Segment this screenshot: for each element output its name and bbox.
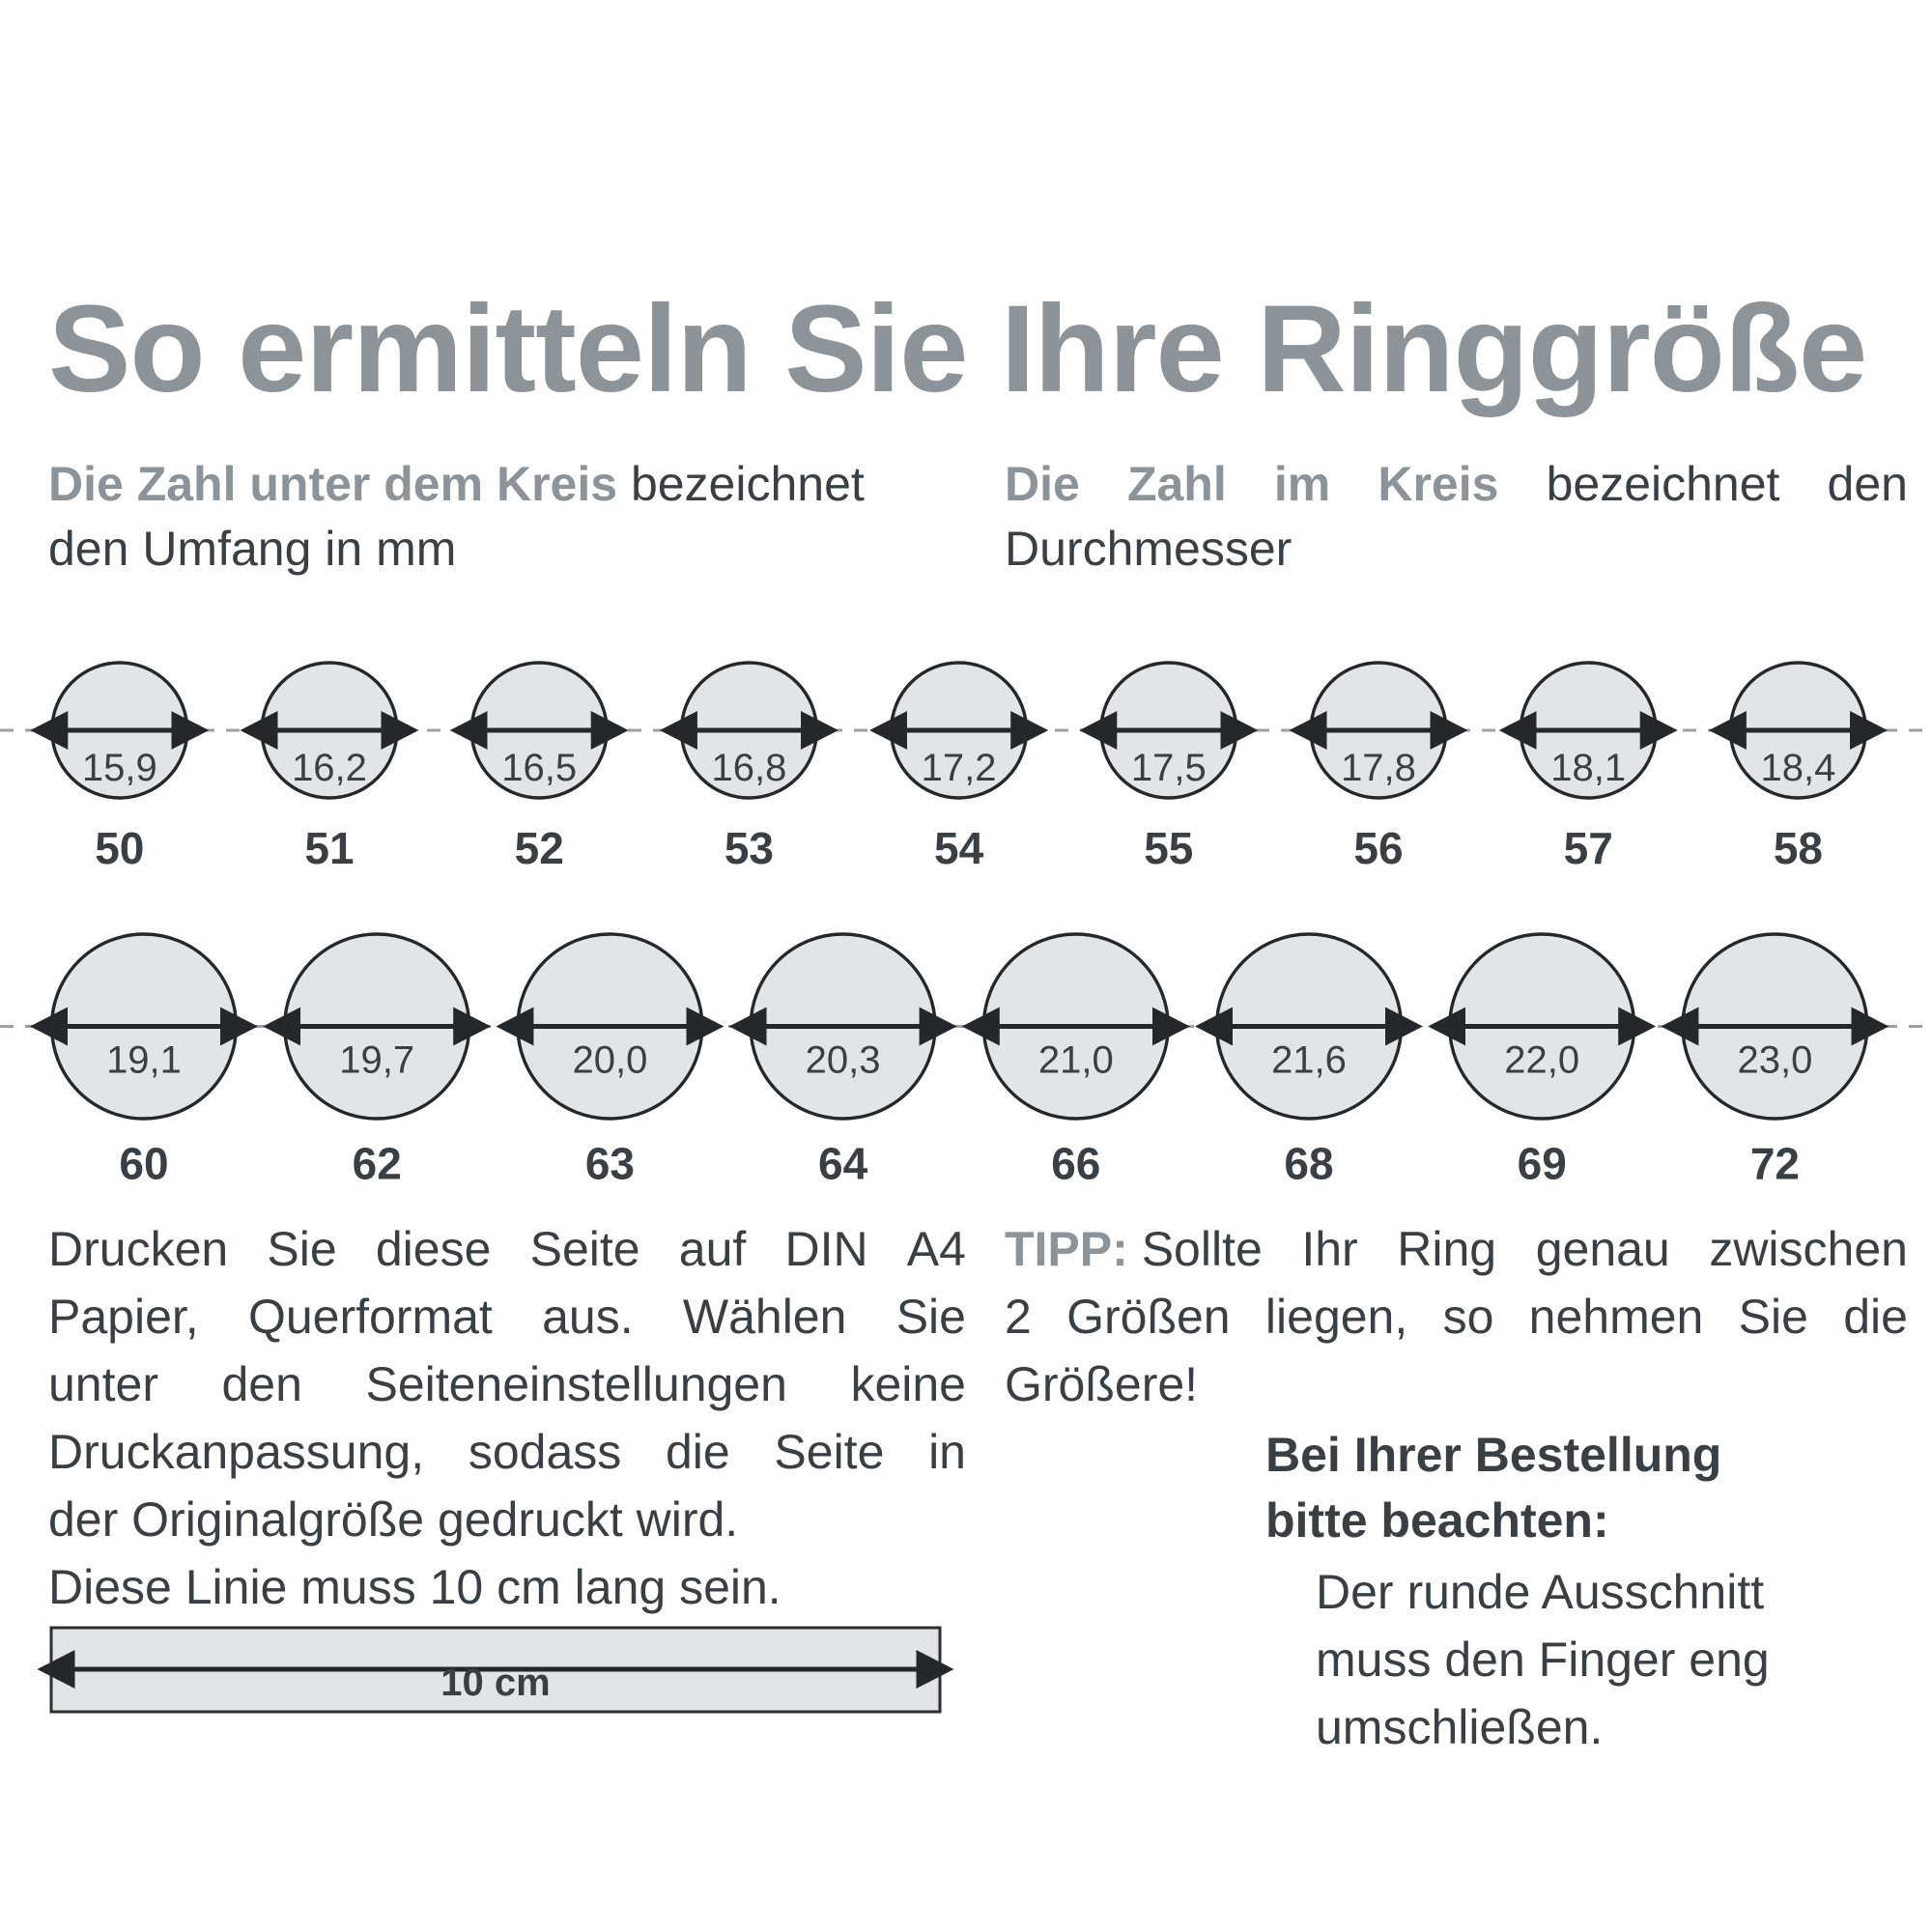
- svg-text:17,5: 17,5: [1131, 747, 1207, 789]
- svg-text:23,0: 23,0: [1737, 1039, 1812, 1082]
- svg-text:22,0: 22,0: [1504, 1039, 1579, 1082]
- svg-text:54: 54: [934, 823, 984, 873]
- svg-text:58: 58: [1774, 823, 1823, 873]
- svg-text:52: 52: [515, 823, 564, 873]
- svg-text:63: 63: [585, 1139, 635, 1189]
- svg-text:57: 57: [1564, 823, 1613, 873]
- svg-text:66: 66: [1051, 1139, 1100, 1189]
- svg-text:68: 68: [1284, 1139, 1333, 1189]
- svg-text:18,4: 18,4: [1760, 747, 1835, 789]
- svg-text:10 cm: 10 cm: [440, 1662, 550, 1704]
- svg-text:21,0: 21,0: [1038, 1039, 1114, 1082]
- svg-text:60: 60: [119, 1139, 168, 1189]
- svg-text:20,0: 20,0: [572, 1039, 647, 1082]
- svg-text:21,6: 21,6: [1271, 1039, 1347, 1082]
- svg-text:19,7: 19,7: [339, 1039, 414, 1082]
- svg-text:53: 53: [724, 823, 774, 873]
- svg-text:56: 56: [1353, 823, 1403, 873]
- svg-text:16,2: 16,2: [292, 747, 367, 789]
- svg-text:17,8: 17,8: [1341, 747, 1416, 789]
- svg-text:15,9: 15,9: [82, 747, 157, 789]
- svg-text:51: 51: [304, 823, 354, 873]
- svg-text:55: 55: [1144, 823, 1193, 873]
- svg-text:50: 50: [95, 823, 144, 873]
- svg-text:16,8: 16,8: [711, 747, 786, 789]
- svg-text:16,5: 16,5: [501, 747, 577, 789]
- svg-text:72: 72: [1750, 1139, 1800, 1189]
- svg-text:62: 62: [353, 1139, 402, 1189]
- svg-text:18,1: 18,1: [1550, 747, 1626, 789]
- svg-text:69: 69: [1518, 1139, 1567, 1189]
- svg-text:19,1: 19,1: [106, 1039, 182, 1082]
- svg-text:64: 64: [818, 1139, 868, 1189]
- svg-text:17,2: 17,2: [922, 747, 997, 789]
- svg-text:20,3: 20,3: [806, 1039, 881, 1082]
